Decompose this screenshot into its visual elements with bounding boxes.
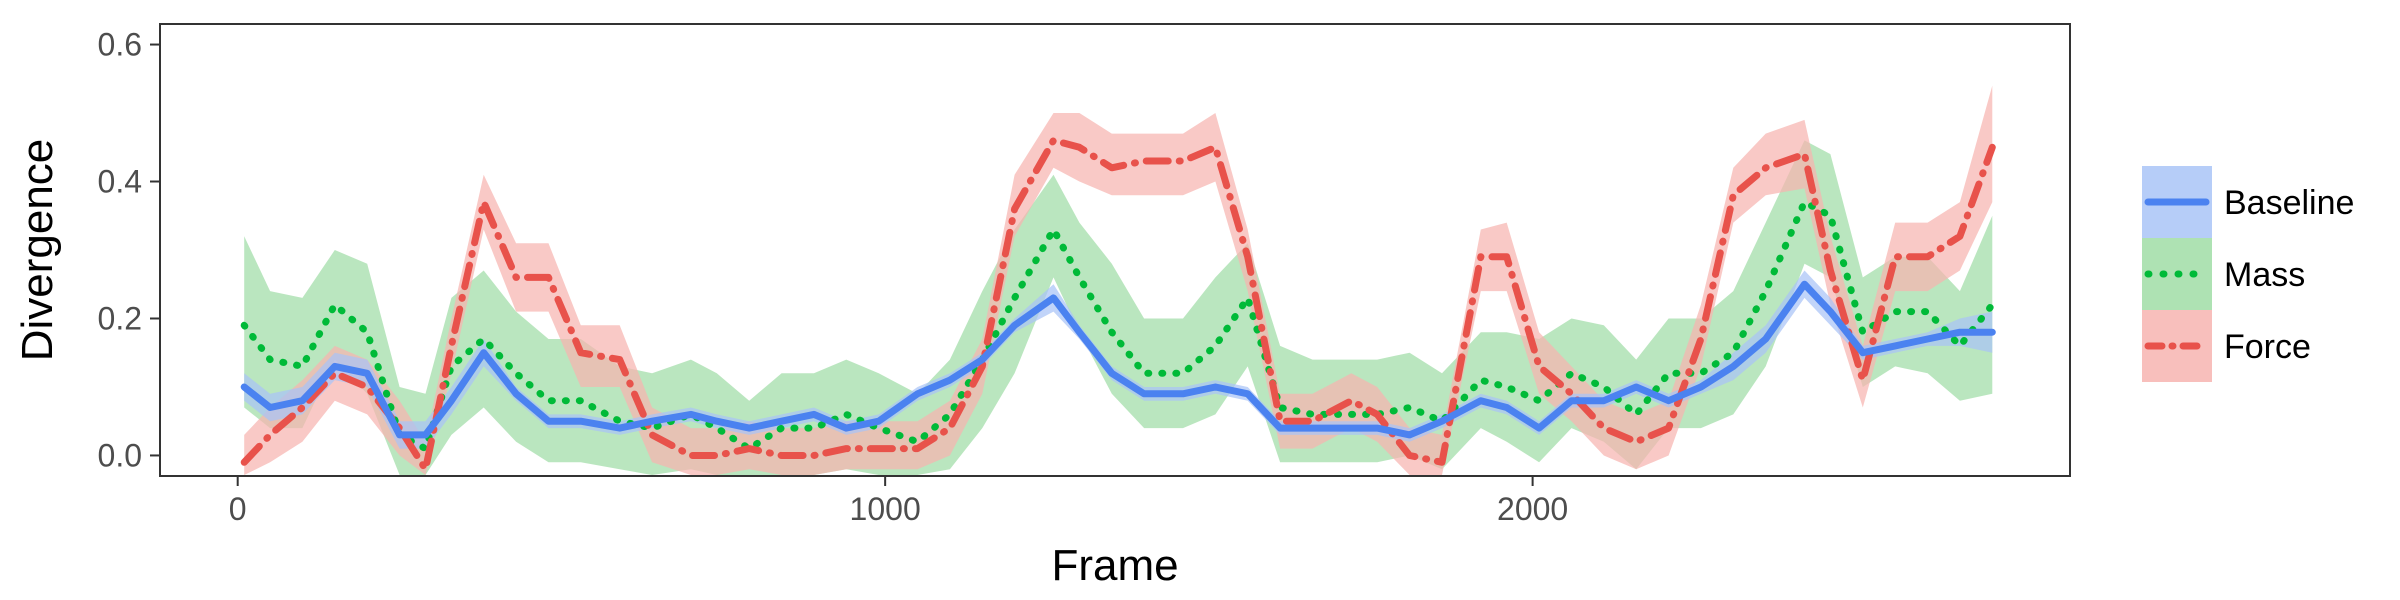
series-lines	[240, 136, 1996, 473]
y-tick-label: 0.6	[98, 27, 142, 63]
line-mass	[240, 198, 1996, 453]
confidence-bands	[244, 85, 1993, 475]
line-force	[240, 136, 1996, 473]
legend: Baseline Mass Force	[2142, 166, 2354, 382]
legend-label-mass: Mass	[2224, 256, 2305, 294]
y-axis-title: Divergence	[13, 139, 62, 362]
legend-label-force: Force	[2224, 328, 2311, 366]
x-axis-title: Frame	[1051, 541, 1178, 590]
x-axis-ticks: 0 1000 2000	[229, 476, 1568, 527]
y-tick-label: 0.0	[98, 437, 142, 473]
plot-panel-border	[159, 23, 2071, 477]
legend-label-baseline: Baseline	[2224, 184, 2354, 222]
y-tick-label: 0.2	[98, 300, 142, 336]
x-tick-label: 1000	[850, 491, 921, 527]
line-baseline	[240, 280, 1996, 439]
x-tick-label: 2000	[1497, 491, 1568, 527]
y-axis-ticks: 0.0 0.2 0.4 0.6	[98, 27, 160, 473]
band-baseline	[244, 270, 1993, 449]
x-tick-label: 0	[229, 491, 247, 527]
y-tick-label: 0.4	[98, 164, 142, 200]
